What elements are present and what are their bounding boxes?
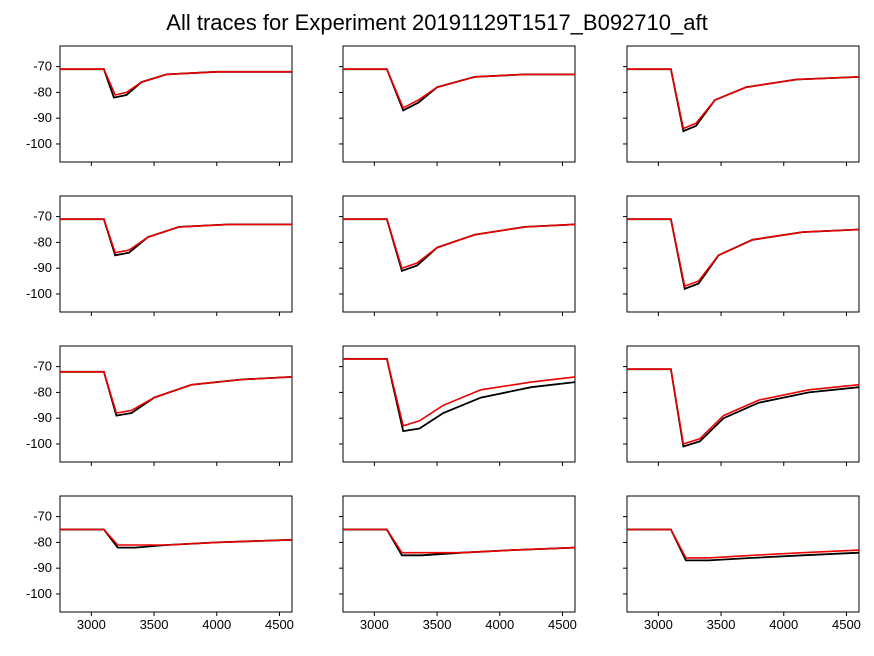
- trace-red: [627, 69, 859, 128]
- y-axis: [623, 517, 627, 594]
- svg-text:4500: 4500: [832, 617, 861, 632]
- panel-1-0: -70 -80 -90 -100: [24, 190, 298, 332]
- x-axis: [91, 162, 279, 166]
- x-axis: [375, 312, 563, 316]
- trace-black: [627, 219, 859, 289]
- subplot: -70 -80 -90 -100: [24, 190, 307, 340]
- svg-text:3000: 3000: [644, 617, 673, 632]
- subplot: -70 -80 -90 -100 3000 3500 4000 4500: [24, 490, 307, 640]
- trace-red: [343, 69, 575, 108]
- svg-text:4000: 4000: [486, 617, 515, 632]
- svg-text:3000: 3000: [360, 617, 389, 632]
- subplot: -70 -80 -90 -100: [24, 340, 307, 490]
- svg-text:4000: 4000: [202, 617, 231, 632]
- svg-text:3500: 3500: [140, 617, 169, 632]
- svg-text:3000: 3000: [77, 617, 106, 632]
- svg-text:-80: -80: [33, 84, 52, 99]
- y-axis: -70 -80 -90 -100: [26, 359, 60, 451]
- panel-2-0: -70 -80 -90 -100: [24, 340, 298, 482]
- y-axis: [339, 67, 343, 144]
- svg-text:4000: 4000: [769, 617, 798, 632]
- y-axis: -70 -80 -90 -100: [26, 209, 60, 301]
- x-axis: [91, 312, 279, 316]
- panel-1-1: [307, 190, 581, 332]
- x-axis: [91, 462, 279, 466]
- panel-2-1: [307, 340, 581, 482]
- y-axis: [623, 217, 627, 294]
- svg-text:3500: 3500: [423, 617, 452, 632]
- svg-text:-90: -90: [33, 410, 52, 425]
- svg-text:4500: 4500: [548, 617, 577, 632]
- trace-red: [343, 219, 575, 268]
- svg-text:-70: -70: [33, 209, 52, 224]
- x-axis: [658, 462, 846, 466]
- panel-3-2: 3000 3500 4000 4500: [591, 490, 865, 632]
- x-axis: [658, 162, 846, 166]
- y-axis: -70 -80 -90 -100: [26, 509, 60, 601]
- y-axis: [623, 67, 627, 144]
- y-axis: [623, 367, 627, 444]
- svg-text:-100: -100: [26, 136, 52, 151]
- svg-text:-100: -100: [26, 436, 52, 451]
- subplot: -70 -80 -90 -100: [24, 40, 307, 190]
- svg-text:-80: -80: [33, 234, 52, 249]
- trace-black: [343, 359, 575, 431]
- panel-1-2: [591, 190, 865, 332]
- panel-2-2: [591, 340, 865, 482]
- trace-red: [627, 369, 859, 444]
- x-axis: 3000 3500 4000 4500: [77, 612, 294, 632]
- svg-text:3500: 3500: [706, 617, 735, 632]
- svg-text:-70: -70: [33, 359, 52, 374]
- y-axis: [339, 517, 343, 594]
- x-axis: [658, 312, 846, 316]
- trace-red: [60, 219, 292, 253]
- svg-text:-100: -100: [26, 286, 52, 301]
- x-axis: [375, 162, 563, 166]
- subplot: [307, 40, 590, 190]
- subplot: [591, 340, 874, 490]
- svg-text:-90: -90: [33, 560, 52, 575]
- svg-text:-90: -90: [33, 260, 52, 275]
- trace-red: [60, 530, 292, 546]
- panel-0-1: [307, 40, 581, 182]
- panel-0-2: [591, 40, 865, 182]
- x-axis: 3000 3500 4000 4500: [360, 612, 577, 632]
- panel-0-0: -70 -80 -90 -100: [24, 40, 298, 182]
- trace-black: [343, 530, 575, 556]
- svg-text:-100: -100: [26, 586, 52, 601]
- page-title: All traces for Experiment 20191129T1517_…: [0, 0, 874, 40]
- svg-text:4500: 4500: [265, 617, 294, 632]
- trace-red: [60, 372, 292, 413]
- trace-red: [343, 359, 575, 426]
- trace-black: [343, 219, 575, 271]
- svg-text:-70: -70: [33, 509, 52, 524]
- x-axis: 3000 3500 4000 4500: [644, 612, 861, 632]
- trace-black: [343, 69, 575, 110]
- subplot: 3000 3500 4000 4500: [591, 490, 874, 640]
- svg-text:-80: -80: [33, 534, 52, 549]
- subplot: [307, 340, 590, 490]
- y-axis: -70 -80 -90 -100: [26, 59, 60, 151]
- subplot-grid: -70 -80 -90 -100 -70 -80 -90 -100 -70 -80: [24, 40, 874, 640]
- subplot: [591, 190, 874, 340]
- trace-red: [627, 219, 859, 286]
- subplot: [591, 40, 874, 190]
- svg-text:-70: -70: [33, 59, 52, 74]
- y-axis: [339, 217, 343, 294]
- panel-3-1: 3000 3500 4000 4500: [307, 490, 581, 632]
- svg-text:-80: -80: [33, 384, 52, 399]
- y-axis: [339, 367, 343, 444]
- title-text: All traces for Experiment 20191129T1517_…: [166, 10, 707, 35]
- panel-3-0: -70 -80 -90 -100 3000 3500 4000 4500: [24, 490, 298, 632]
- svg-text:-90: -90: [33, 110, 52, 125]
- trace-red: [343, 530, 575, 553]
- subplot: [307, 190, 590, 340]
- subplot: 3000 3500 4000 4500: [307, 490, 590, 640]
- x-axis: [375, 462, 563, 466]
